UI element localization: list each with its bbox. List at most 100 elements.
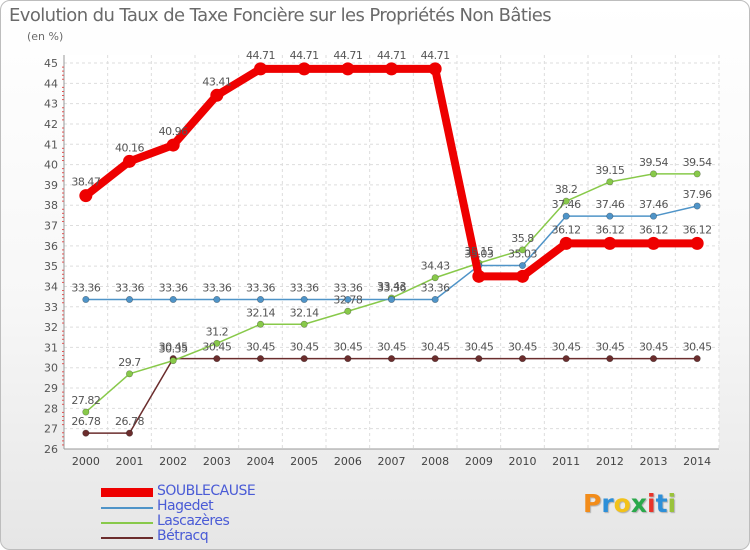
data-point bbox=[169, 357, 177, 365]
legend-swatch bbox=[101, 488, 153, 497]
y-tick-label: 29 bbox=[44, 382, 58, 395]
x-tick-label: 2003 bbox=[203, 455, 231, 468]
y-tick-label: 36 bbox=[44, 240, 58, 253]
data-point bbox=[123, 154, 136, 168]
data-label: 35.03 bbox=[464, 248, 493, 261]
data-label: 34.43 bbox=[421, 260, 450, 273]
x-tick-label: 2001 bbox=[116, 455, 144, 468]
data-label: 43.41 bbox=[202, 75, 231, 88]
logo-letter: t bbox=[655, 489, 668, 518]
data-label: 30.45 bbox=[508, 341, 537, 354]
data-label: 39.54 bbox=[639, 156, 668, 169]
data-point bbox=[649, 355, 657, 363]
data-point bbox=[210, 88, 224, 102]
line-chart: 26 27 28 29 30 31 32 33 34 35 36 37 38 39 40 41 42 43 44 45… bbox=[44, 49, 720, 468]
x-tick-label: 2010 bbox=[509, 455, 537, 468]
data-label: 44.71 bbox=[246, 49, 275, 62]
x-tick-label: 2006 bbox=[334, 455, 362, 468]
data-point bbox=[690, 236, 704, 250]
data-label: 33.36 bbox=[246, 281, 275, 294]
data-point bbox=[256, 295, 264, 303]
data-label: 30.45 bbox=[202, 341, 231, 354]
data-point bbox=[647, 236, 660, 250]
data-label: 33.36 bbox=[377, 281, 406, 294]
data-point bbox=[562, 197, 570, 205]
data-label: 39.15 bbox=[595, 164, 624, 177]
data-point bbox=[693, 202, 701, 210]
x-tick-label: 2011 bbox=[552, 455, 580, 468]
data-point bbox=[126, 429, 134, 437]
data-point bbox=[344, 307, 352, 315]
y-tick-label: 35 bbox=[44, 260, 58, 273]
data-label: 29.7 bbox=[118, 356, 141, 369]
data-point bbox=[606, 178, 614, 186]
y-tick-label: 33 bbox=[44, 301, 58, 314]
logo-letter: r bbox=[601, 489, 614, 518]
data-label: 27.82 bbox=[71, 394, 100, 407]
data-label: 36.12 bbox=[595, 223, 624, 236]
logo-letter: i bbox=[647, 489, 656, 518]
y-tick-label: 43 bbox=[44, 98, 58, 111]
data-label: 31.2 bbox=[206, 325, 229, 338]
data-point bbox=[300, 295, 308, 303]
data-point bbox=[256, 355, 264, 363]
data-point bbox=[254, 62, 267, 76]
data-label: 37.96 bbox=[683, 188, 712, 201]
data-point bbox=[387, 295, 395, 303]
data-point bbox=[166, 138, 180, 152]
data-label: 38.2 bbox=[555, 183, 578, 196]
legend-label: SOUBLECAUSE bbox=[157, 483, 256, 499]
data-point bbox=[213, 339, 221, 347]
data-label: 44.71 bbox=[290, 49, 319, 62]
legend-swatch bbox=[101, 536, 153, 539]
data-label: 32.14 bbox=[246, 306, 275, 319]
x-tick-label: 2013 bbox=[640, 455, 668, 468]
data-label: 44.71 bbox=[421, 49, 450, 62]
data-label: 37.46 bbox=[639, 198, 668, 211]
data-label: 30.45 bbox=[246, 341, 275, 354]
data-point bbox=[649, 170, 657, 178]
legend-swatch bbox=[101, 521, 153, 524]
y-tick-label: 41 bbox=[44, 138, 58, 151]
y-tick-label: 30 bbox=[44, 362, 58, 375]
data-point bbox=[385, 62, 398, 76]
data-label: 30.45 bbox=[377, 341, 406, 354]
data-point bbox=[518, 262, 526, 270]
data-label: 36.12 bbox=[552, 223, 581, 236]
data-point bbox=[213, 355, 221, 363]
data-label: 35.03 bbox=[508, 248, 537, 261]
data-point bbox=[300, 320, 308, 328]
data-label: 33.36 bbox=[115, 281, 144, 294]
data-point bbox=[649, 212, 657, 220]
data-point bbox=[431, 274, 439, 282]
data-label: 30.45 bbox=[159, 341, 188, 354]
y-axis-unit: (en %) bbox=[27, 30, 64, 43]
data-label: 33.36 bbox=[290, 281, 319, 294]
data-point bbox=[126, 370, 134, 378]
x-tick-label: 2007 bbox=[378, 455, 406, 468]
data-label: 26.78 bbox=[115, 415, 144, 428]
y-tick-label: 44 bbox=[44, 77, 58, 90]
data-label: 30.45 bbox=[552, 341, 581, 354]
data-label: 33.36 bbox=[159, 281, 188, 294]
y-tick-label: 32 bbox=[44, 321, 58, 334]
legend-swatch bbox=[101, 506, 153, 509]
legend-label: Lascazères bbox=[157, 513, 230, 529]
logo-letter: P bbox=[583, 489, 602, 518]
data-point bbox=[126, 295, 134, 303]
data-point bbox=[518, 355, 526, 363]
data-point bbox=[297, 62, 311, 76]
data-point bbox=[82, 295, 90, 303]
y-tick-label: 34 bbox=[44, 280, 58, 293]
data-label: 44.71 bbox=[377, 49, 406, 62]
data-label: 33.36 bbox=[421, 281, 450, 294]
x-tick-label: 2009 bbox=[465, 455, 493, 468]
data-point bbox=[475, 355, 483, 363]
y-tick-label: 38 bbox=[44, 199, 58, 212]
data-point bbox=[428, 62, 442, 76]
data-label: 30.45 bbox=[683, 341, 712, 354]
data-point bbox=[693, 170, 701, 178]
data-point bbox=[213, 295, 221, 303]
data-label: 32.14 bbox=[290, 306, 319, 319]
